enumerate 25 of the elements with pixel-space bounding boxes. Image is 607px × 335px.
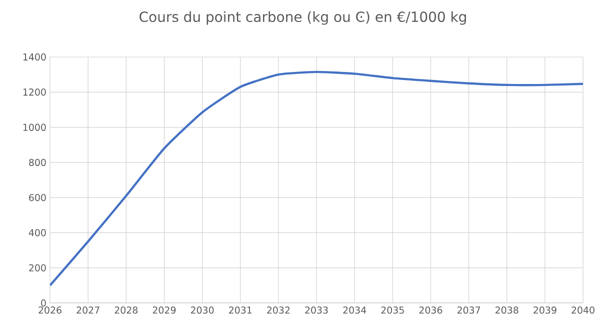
y-tick-label: 800 [29,158,46,166]
x-tick-label: 2039 [534,306,556,314]
line-series [50,70,584,287]
x-tick-label: 2032 [267,306,290,314]
x-tick-label: 2031 [229,306,252,314]
x-tick-label: 2029 [152,306,176,314]
x-tick-label: 2036 [419,306,442,314]
y-tick-label: 1200 [23,88,46,96]
x-tick-label: 2038 [496,306,518,314]
x-tick-label: 2033 [305,306,328,314]
x-tick-label: 2030 [190,306,214,314]
x-tick-label: 2027 [76,306,100,314]
y-tick-label: 1000 [23,124,46,131]
y-tick-label: 400 [28,229,46,236]
x-tick-label: 2035 [381,306,404,314]
y-tick-label: 600 [29,194,46,202]
y-tick-label: 1400 [23,53,46,61]
y-tick-label: 200 [29,264,46,272]
x-tick-label: 2037 [457,306,480,314]
x-tick-label: 2040 [572,306,594,314]
chart-title: Cours du point carbone (kg ou Ͼ) en €/1000 kg [140,11,466,25]
x-tick-label: 2034 [343,306,366,314]
y-tick-label: 0 [41,299,46,307]
x-tick-label: 2028 [114,306,138,314]
x-tick-label: 2026 [38,306,62,314]
